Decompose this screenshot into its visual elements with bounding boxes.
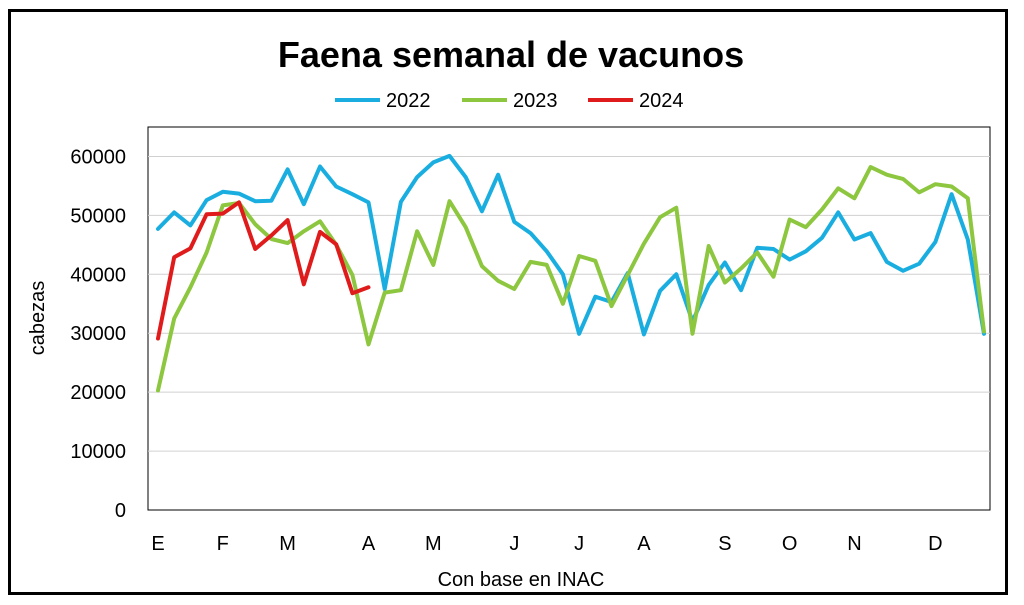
x-tick-label: A — [637, 533, 651, 555]
legend-label-2022: 2022 — [386, 90, 431, 112]
legend: 2022 2023 2024 — [335, 90, 684, 112]
y-axis-label: cabezas — [27, 281, 49, 356]
y-axis-ticks: 0 10000 20000 30000 40000 50000 60000 — [70, 146, 126, 522]
x-tick-label: J — [574, 533, 584, 555]
x-tick-label: E — [151, 533, 164, 555]
x-tick-label: O — [782, 533, 798, 555]
series-layer — [156, 153, 986, 393]
y-tick-label: 50000 — [70, 205, 126, 227]
x-tick-label: M — [279, 533, 296, 555]
series-line-2024 — [156, 200, 371, 341]
x-tick-label: S — [718, 533, 731, 555]
plot-area — [147, 126, 991, 511]
y-tick-label: 40000 — [70, 264, 126, 286]
series-line-2023 — [156, 165, 986, 393]
x-tick-label: J — [509, 533, 519, 555]
x-tick-label: M — [425, 533, 442, 555]
y-tick-label: 30000 — [70, 323, 126, 345]
x-tick-label: D — [928, 533, 942, 555]
chart-frame — [8, 9, 1008, 595]
y-tick-label: 0 — [115, 500, 126, 522]
x-tick-label: N — [847, 533, 861, 555]
chart-title: Faena semanal de vacunos — [278, 34, 744, 75]
gridlines — [148, 155, 990, 452]
legend-label-2024: 2024 — [639, 90, 684, 112]
y-tick-label: 60000 — [70, 146, 126, 168]
y-tick-label: 10000 — [70, 441, 126, 463]
series-line-2022 — [156, 153, 986, 337]
x-tick-label: A — [362, 533, 376, 555]
legend-label-2023: 2023 — [513, 90, 558, 112]
y-tick-label: 20000 — [70, 382, 126, 404]
x-tick-label: F — [217, 533, 229, 555]
x-axis-label: Con base en INAC — [438, 569, 605, 591]
